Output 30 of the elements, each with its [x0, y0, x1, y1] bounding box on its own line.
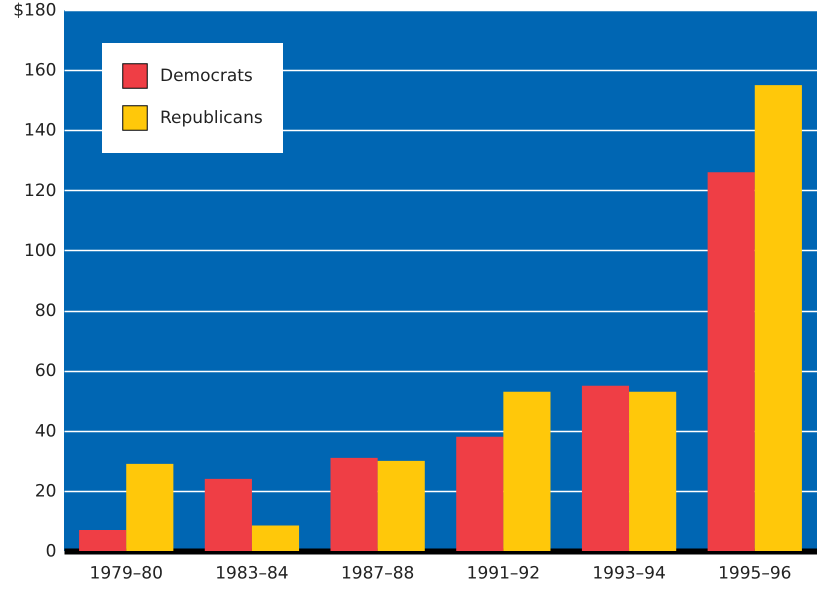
bar: [79, 530, 126, 551]
bar: [503, 392, 550, 551]
bar: [252, 525, 300, 551]
x-tick-label: 1995–96: [718, 564, 792, 584]
y-tick-label: 140: [24, 120, 56, 141]
y-tick-label: 0: [46, 542, 56, 562]
bar: [708, 172, 755, 551]
bar: [330, 458, 378, 551]
bar: [126, 464, 174, 551]
y-tick-label: 160: [24, 60, 56, 81]
y-tick-label: $180: [13, 0, 56, 20]
x-tick-label: 1983–84: [215, 564, 289, 584]
bar: [629, 392, 676, 551]
y-tick-label: 100: [24, 240, 56, 261]
legend-label: Republicans: [160, 108, 263, 128]
bar: [204, 478, 252, 551]
bar: [582, 386, 630, 551]
bar: [378, 460, 425, 551]
bar: [754, 85, 802, 551]
x-tick-label: 1987–88: [340, 564, 414, 584]
y-tick-label: 60: [34, 361, 56, 382]
y-tick-label: 20: [34, 481, 56, 502]
y-tick-label: 40: [34, 421, 56, 442]
x-tick-label: 1993–94: [592, 564, 666, 584]
y-tick-label: 80: [34, 301, 56, 322]
bar: [456, 436, 504, 551]
x-tick-label: 1991–92: [466, 564, 540, 584]
y-tick-label: 120: [24, 180, 56, 201]
legend-label: Democrats: [160, 66, 253, 86]
x-tick-label: 1979–80: [90, 564, 163, 584]
